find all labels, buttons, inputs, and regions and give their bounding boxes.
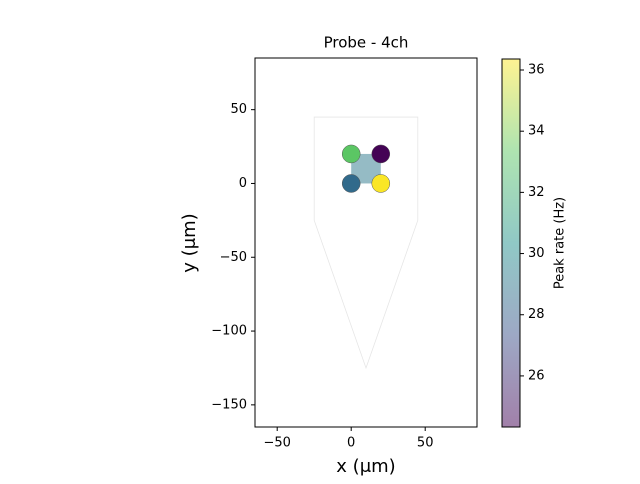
colorbar	[502, 59, 520, 427]
y-tick-label: −50	[220, 250, 247, 265]
x-tick-label: 50	[417, 436, 434, 451]
x-tick-label: 0	[347, 436, 355, 451]
plot-area	[254, 57, 478, 428]
colorbar-tick-label: 30	[528, 246, 545, 261]
channel-point	[341, 174, 361, 193]
channel-point	[371, 174, 391, 193]
colorbar-label: Peak rate (Hz)	[553, 197, 568, 289]
x-axis-label: x (μm)	[336, 456, 395, 477]
channel-point	[341, 144, 361, 164]
y-tick-label: 0	[239, 176, 247, 191]
colorbar-frame	[501, 58, 521, 428]
colorbar-tick-label: 28	[528, 307, 545, 322]
colorbar-tick-label: 36	[528, 63, 545, 78]
x-tick-label: −50	[263, 436, 290, 451]
chart-title: Probe - 4ch	[324, 34, 409, 52]
probe-contour	[313, 116, 419, 370]
colorbar-tick-label: 34	[528, 124, 545, 139]
colorbar-tick-label: 32	[528, 185, 545, 200]
y-tick-label: −150	[211, 397, 247, 412]
y-tick-label: −100	[211, 324, 247, 339]
y-tick-label: 50	[230, 102, 247, 117]
y-axis-label: y (μm)	[179, 213, 200, 272]
colorbar-tick-label: 26	[528, 368, 545, 383]
channel-point	[371, 144, 391, 164]
